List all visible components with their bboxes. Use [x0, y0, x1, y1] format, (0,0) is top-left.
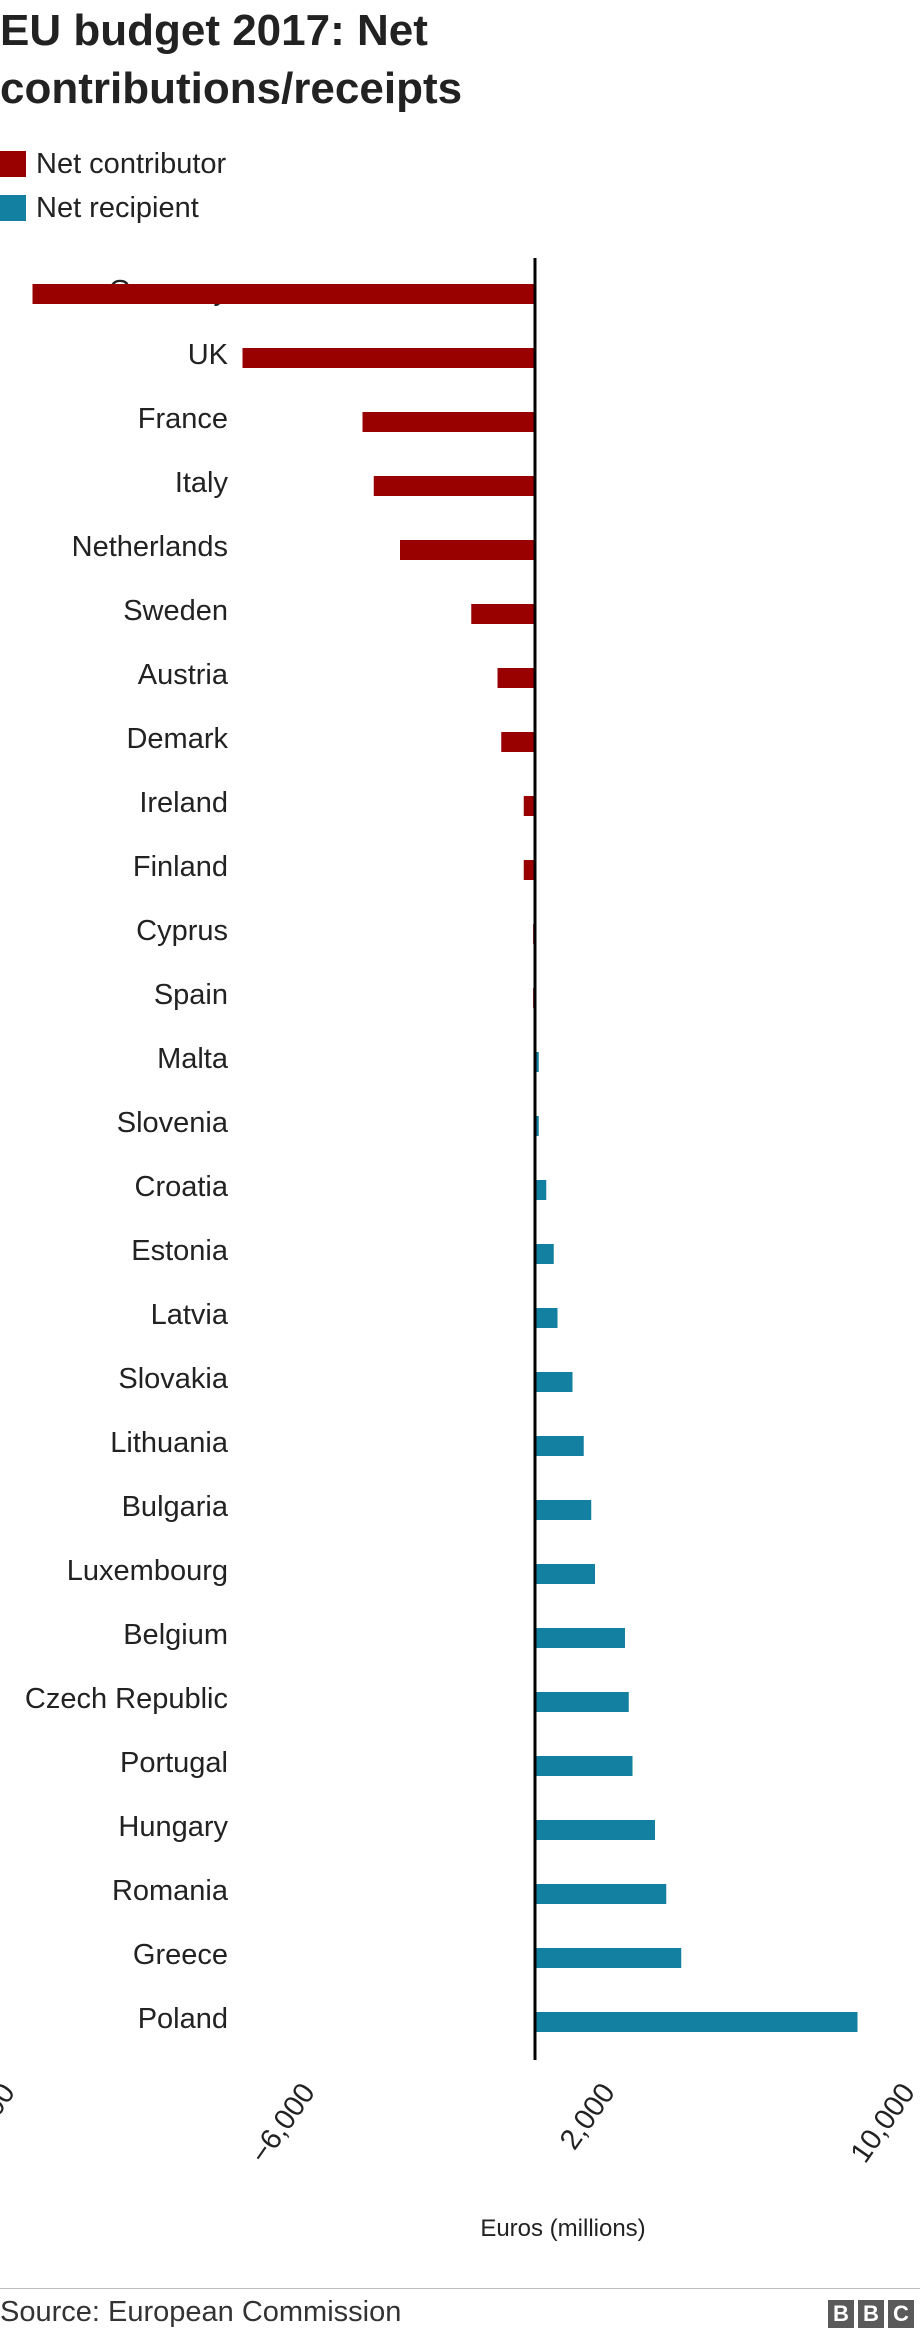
legend-swatch-net-contributor [0, 151, 26, 177]
category-label-uk: UK [188, 339, 229, 371]
bar-netherlands [400, 540, 535, 560]
category-label-finland: Finland [133, 851, 228, 883]
bar-bulgaria [535, 1500, 592, 1520]
bar-slovakia [535, 1372, 573, 1392]
bar-slovenia [535, 1116, 539, 1136]
category-label-poland: Poland [138, 2003, 228, 2035]
bar-austria [497, 668, 535, 688]
bar-latvia [535, 1308, 558, 1328]
x-tick-label: −6,000 [244, 2078, 322, 2170]
bar-portugal [535, 1756, 633, 1776]
bar-luxembourg [535, 1564, 595, 1584]
bar-demark [501, 732, 535, 752]
bar-finland [523, 860, 535, 880]
category-label-ireland: Ireland [139, 787, 228, 819]
bbc-logo: B B C [828, 2300, 914, 2328]
bar-italy [373, 476, 535, 496]
category-label-netherlands: Netherlands [72, 531, 228, 563]
bar-france [362, 412, 535, 432]
bar-belgium [535, 1628, 625, 1648]
chart-title: EU budget 2017: Net contributions/receip… [0, 6, 463, 113]
category-label-demark: Demark [126, 723, 228, 755]
category-label-romania: Romania [112, 1875, 229, 1907]
bar-hungary [535, 1820, 655, 1840]
category-label-slovenia: Slovenia [117, 1107, 229, 1139]
bar-malta [535, 1052, 539, 1072]
category-label-italy: Italy [175, 467, 229, 499]
category-label-estonia: Estonia [131, 1235, 229, 1267]
category-label-bulgaria: Bulgaria [122, 1491, 229, 1523]
legend-label-net-contributor: Net contributor [36, 147, 227, 180]
x-tick-label: 10,000 [845, 2078, 920, 2169]
footer-divider [0, 2288, 920, 2289]
bar-sweden [471, 604, 535, 624]
category-label-hungary: Hungary [118, 1811, 228, 1843]
legend-swatch-net-recipient [0, 195, 26, 221]
category-label-cyprus: Cyprus [136, 915, 228, 947]
bar-uk [242, 348, 535, 368]
category-label-austria: Austria [138, 659, 229, 691]
legend-item-net-recipient: Net recipient [0, 190, 199, 226]
category-label-portugal: Portugal [120, 1747, 228, 1779]
bar-lithuania [535, 1436, 584, 1456]
category-label-luxembourg: Luxembourg [67, 1555, 228, 1587]
bbc-logo-letter: B [858, 2300, 884, 2328]
category-label-spain: Spain [154, 979, 228, 1011]
source-note: Source: European Commission [0, 2296, 402, 2328]
category-label-malta: Malta [157, 1043, 229, 1075]
legend-label-net-recipient: Net recipient [36, 191, 199, 224]
bar-germany [32, 284, 535, 304]
category-label-latvia: Latvia [151, 1299, 229, 1331]
category-label-france: France [138, 403, 228, 435]
bar-chart: GermanyUKFranceItalyNetherlandsSwedenAus… [0, 258, 920, 2242]
category-label-greece: Greece [133, 1939, 228, 1971]
legend-item-net-contributor: Net contributor [0, 146, 226, 182]
category-label-croatia: Croatia [135, 1171, 229, 1203]
category-label-lithuania: Lithuania [110, 1427, 229, 1459]
bbc-logo-letter: C [888, 2300, 914, 2328]
bar-greece [535, 1948, 682, 1968]
bar-estonia [535, 1244, 554, 1264]
bar-croatia [535, 1180, 547, 1200]
bar-romania [535, 1884, 667, 1904]
bar-ireland [523, 796, 535, 816]
category-label-sweden: Sweden [123, 595, 228, 627]
x-tick-label: −14,000 [0, 2078, 22, 2183]
category-label-belgium: Belgium [123, 1619, 228, 1651]
x-tick-label: 2,000 [554, 2078, 622, 2156]
bar-czech-republic [535, 1692, 629, 1712]
bar-poland [535, 2012, 858, 2032]
x-axis-title: Euros (millions) [480, 2215, 645, 2242]
bbc-logo-letter: B [828, 2300, 854, 2328]
category-label-slovakia: Slovakia [118, 1363, 228, 1395]
category-label-czech-republic: Czech Republic [25, 1683, 228, 1715]
